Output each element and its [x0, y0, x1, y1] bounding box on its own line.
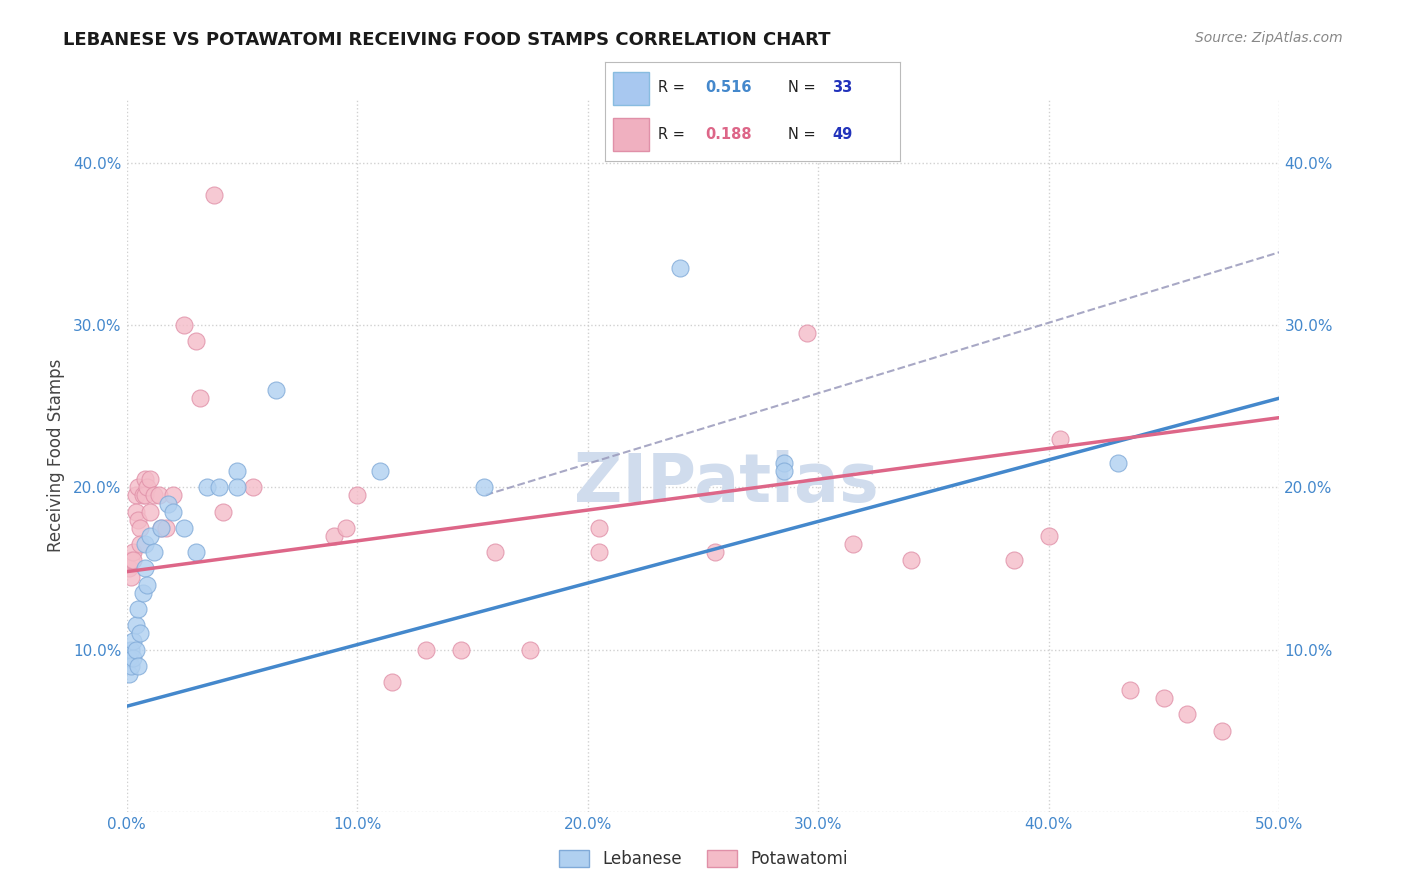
Point	[1153, 691, 1175, 706]
Point	[368, 464, 391, 478]
Point	[226, 480, 249, 494]
Point	[150, 521, 173, 535]
Point	[195, 480, 218, 494]
Point	[669, 261, 692, 276]
Point	[143, 488, 166, 502]
Point	[173, 318, 195, 333]
Point	[188, 391, 211, 405]
Point	[772, 456, 794, 470]
Point	[122, 553, 145, 567]
Point	[138, 505, 160, 519]
Point	[120, 569, 142, 583]
Point	[131, 586, 153, 600]
Point	[346, 488, 368, 502]
Point	[120, 642, 142, 657]
Text: LEBANESE VS POTAWATOMI RECEIVING FOOD STAMPS CORRELATION CHART: LEBANESE VS POTAWATOMI RECEIVING FOOD ST…	[63, 31, 831, 49]
Text: N =: N =	[787, 80, 820, 95]
Point	[118, 650, 141, 665]
Point	[125, 505, 148, 519]
Point	[519, 642, 541, 657]
Point	[120, 553, 142, 567]
Point	[772, 464, 794, 478]
Point	[127, 658, 149, 673]
Text: N =: N =	[787, 127, 820, 142]
Point	[162, 488, 184, 502]
Point	[148, 488, 170, 502]
Point	[138, 529, 160, 543]
Point	[1107, 456, 1129, 470]
Point	[208, 480, 231, 494]
Point	[155, 521, 177, 535]
Point	[226, 464, 249, 478]
Point	[1211, 723, 1233, 738]
Point	[143, 545, 166, 559]
Point	[118, 666, 141, 681]
Point	[129, 537, 152, 551]
Point	[125, 488, 148, 502]
Point	[131, 488, 153, 502]
Point	[134, 537, 156, 551]
Point	[796, 326, 818, 341]
Point	[1175, 707, 1198, 722]
Point	[134, 488, 156, 502]
Point	[122, 650, 145, 665]
Point	[118, 561, 141, 575]
FancyBboxPatch shape	[613, 119, 650, 151]
Text: 0.188: 0.188	[704, 127, 752, 142]
Point	[125, 618, 148, 632]
Point	[134, 472, 156, 486]
Point	[900, 553, 922, 567]
Point	[162, 505, 184, 519]
Point	[120, 658, 142, 673]
Point	[134, 561, 156, 575]
Point	[1049, 432, 1071, 446]
Point	[129, 626, 152, 640]
Point	[1118, 683, 1140, 698]
Point	[323, 529, 346, 543]
Text: R =: R =	[658, 80, 689, 95]
Point	[242, 480, 264, 494]
Point	[129, 521, 152, 535]
Point	[450, 642, 472, 657]
Point	[703, 545, 725, 559]
Point	[122, 545, 145, 559]
Point	[184, 545, 207, 559]
Point	[127, 480, 149, 494]
Point	[173, 521, 195, 535]
Point	[1038, 529, 1060, 543]
Text: R =: R =	[658, 127, 689, 142]
Point	[484, 545, 506, 559]
Text: 0.516: 0.516	[704, 80, 751, 95]
Point	[125, 642, 148, 657]
Point	[138, 472, 160, 486]
Point	[842, 537, 865, 551]
Point	[150, 521, 173, 535]
Point	[381, 675, 404, 690]
Point	[202, 188, 225, 202]
Point	[136, 480, 159, 494]
Text: ZIPatlas: ZIPatlas	[574, 450, 879, 516]
Point	[335, 521, 357, 535]
Point	[1002, 553, 1025, 567]
Point	[136, 577, 159, 591]
Point	[472, 480, 495, 494]
Point	[415, 642, 437, 657]
Point	[184, 334, 207, 349]
Point	[266, 383, 288, 397]
Point	[127, 513, 149, 527]
Point	[127, 602, 149, 616]
Point	[588, 545, 610, 559]
Y-axis label: Receiving Food Stamps: Receiving Food Stamps	[46, 359, 65, 551]
Point	[122, 634, 145, 648]
FancyBboxPatch shape	[613, 72, 650, 104]
Point	[157, 497, 180, 511]
Text: 33: 33	[832, 80, 852, 95]
Text: 49: 49	[832, 127, 852, 142]
Point	[212, 505, 235, 519]
Legend: Lebanese, Potawatomi: Lebanese, Potawatomi	[553, 843, 853, 875]
Text: Source: ZipAtlas.com: Source: ZipAtlas.com	[1195, 31, 1343, 45]
Point	[588, 521, 610, 535]
